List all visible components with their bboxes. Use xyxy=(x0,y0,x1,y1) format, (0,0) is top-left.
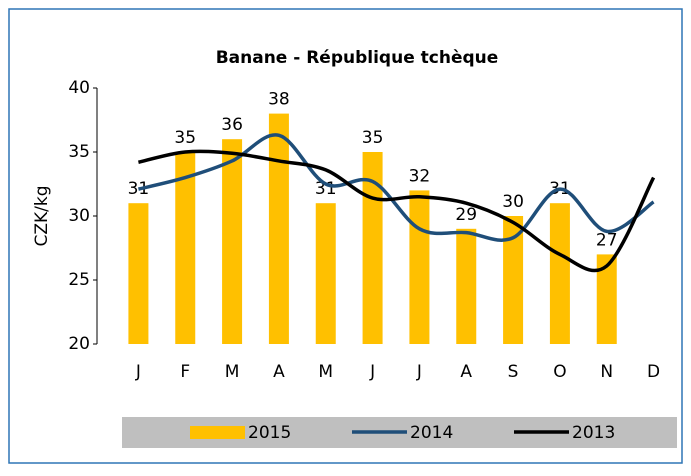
bar xyxy=(596,254,617,344)
x-tick-label: J xyxy=(135,362,141,382)
x-tick-label: N xyxy=(600,362,613,382)
bar xyxy=(503,216,524,344)
x-tick-label: J xyxy=(369,362,375,382)
y-tick-label: 35 xyxy=(68,142,90,162)
y-tick-label: 30 xyxy=(68,206,90,226)
x-tick-label: S xyxy=(508,362,519,382)
legend-label: 2015 xyxy=(248,423,291,443)
line xyxy=(138,149,656,273)
x-tick-label: O xyxy=(553,362,566,382)
data-label: 30 xyxy=(502,192,524,212)
data-label: 32 xyxy=(409,166,431,186)
x-tick-label: M xyxy=(318,362,333,382)
y-tick-label: 20 xyxy=(68,334,90,354)
chart-title: Banane - République tchèque xyxy=(216,48,499,68)
x-tick-label: M xyxy=(225,362,240,382)
y-tick-label: 25 xyxy=(68,270,90,290)
bar xyxy=(175,152,196,344)
legend-label: 2013 xyxy=(572,423,615,443)
bar xyxy=(409,190,430,344)
x-tick-label: A xyxy=(460,362,472,382)
x-tick-label: F xyxy=(180,362,190,382)
data-label: 38 xyxy=(268,90,290,110)
y-axis-label: CZK/kg xyxy=(32,185,52,246)
legend-label: 2014 xyxy=(410,423,453,443)
data-label: 35 xyxy=(362,128,384,148)
legend-swatch xyxy=(190,426,245,439)
x-tick-label: D xyxy=(647,362,660,382)
frame xyxy=(8,8,683,464)
bar xyxy=(315,203,336,344)
x-tick-label: J xyxy=(416,362,422,382)
bar xyxy=(268,113,289,344)
bar xyxy=(222,139,243,344)
y-tick-label: 40 xyxy=(68,78,90,98)
data-label: 31 xyxy=(128,179,150,199)
x-tick-label: A xyxy=(273,362,285,382)
data-label: 36 xyxy=(221,115,243,135)
bar xyxy=(456,228,477,344)
data-label: 29 xyxy=(455,205,477,225)
data-label: 35 xyxy=(174,128,196,148)
data-label: 27 xyxy=(596,230,618,250)
bar xyxy=(549,203,570,344)
bar xyxy=(128,203,149,344)
line xyxy=(137,133,655,242)
